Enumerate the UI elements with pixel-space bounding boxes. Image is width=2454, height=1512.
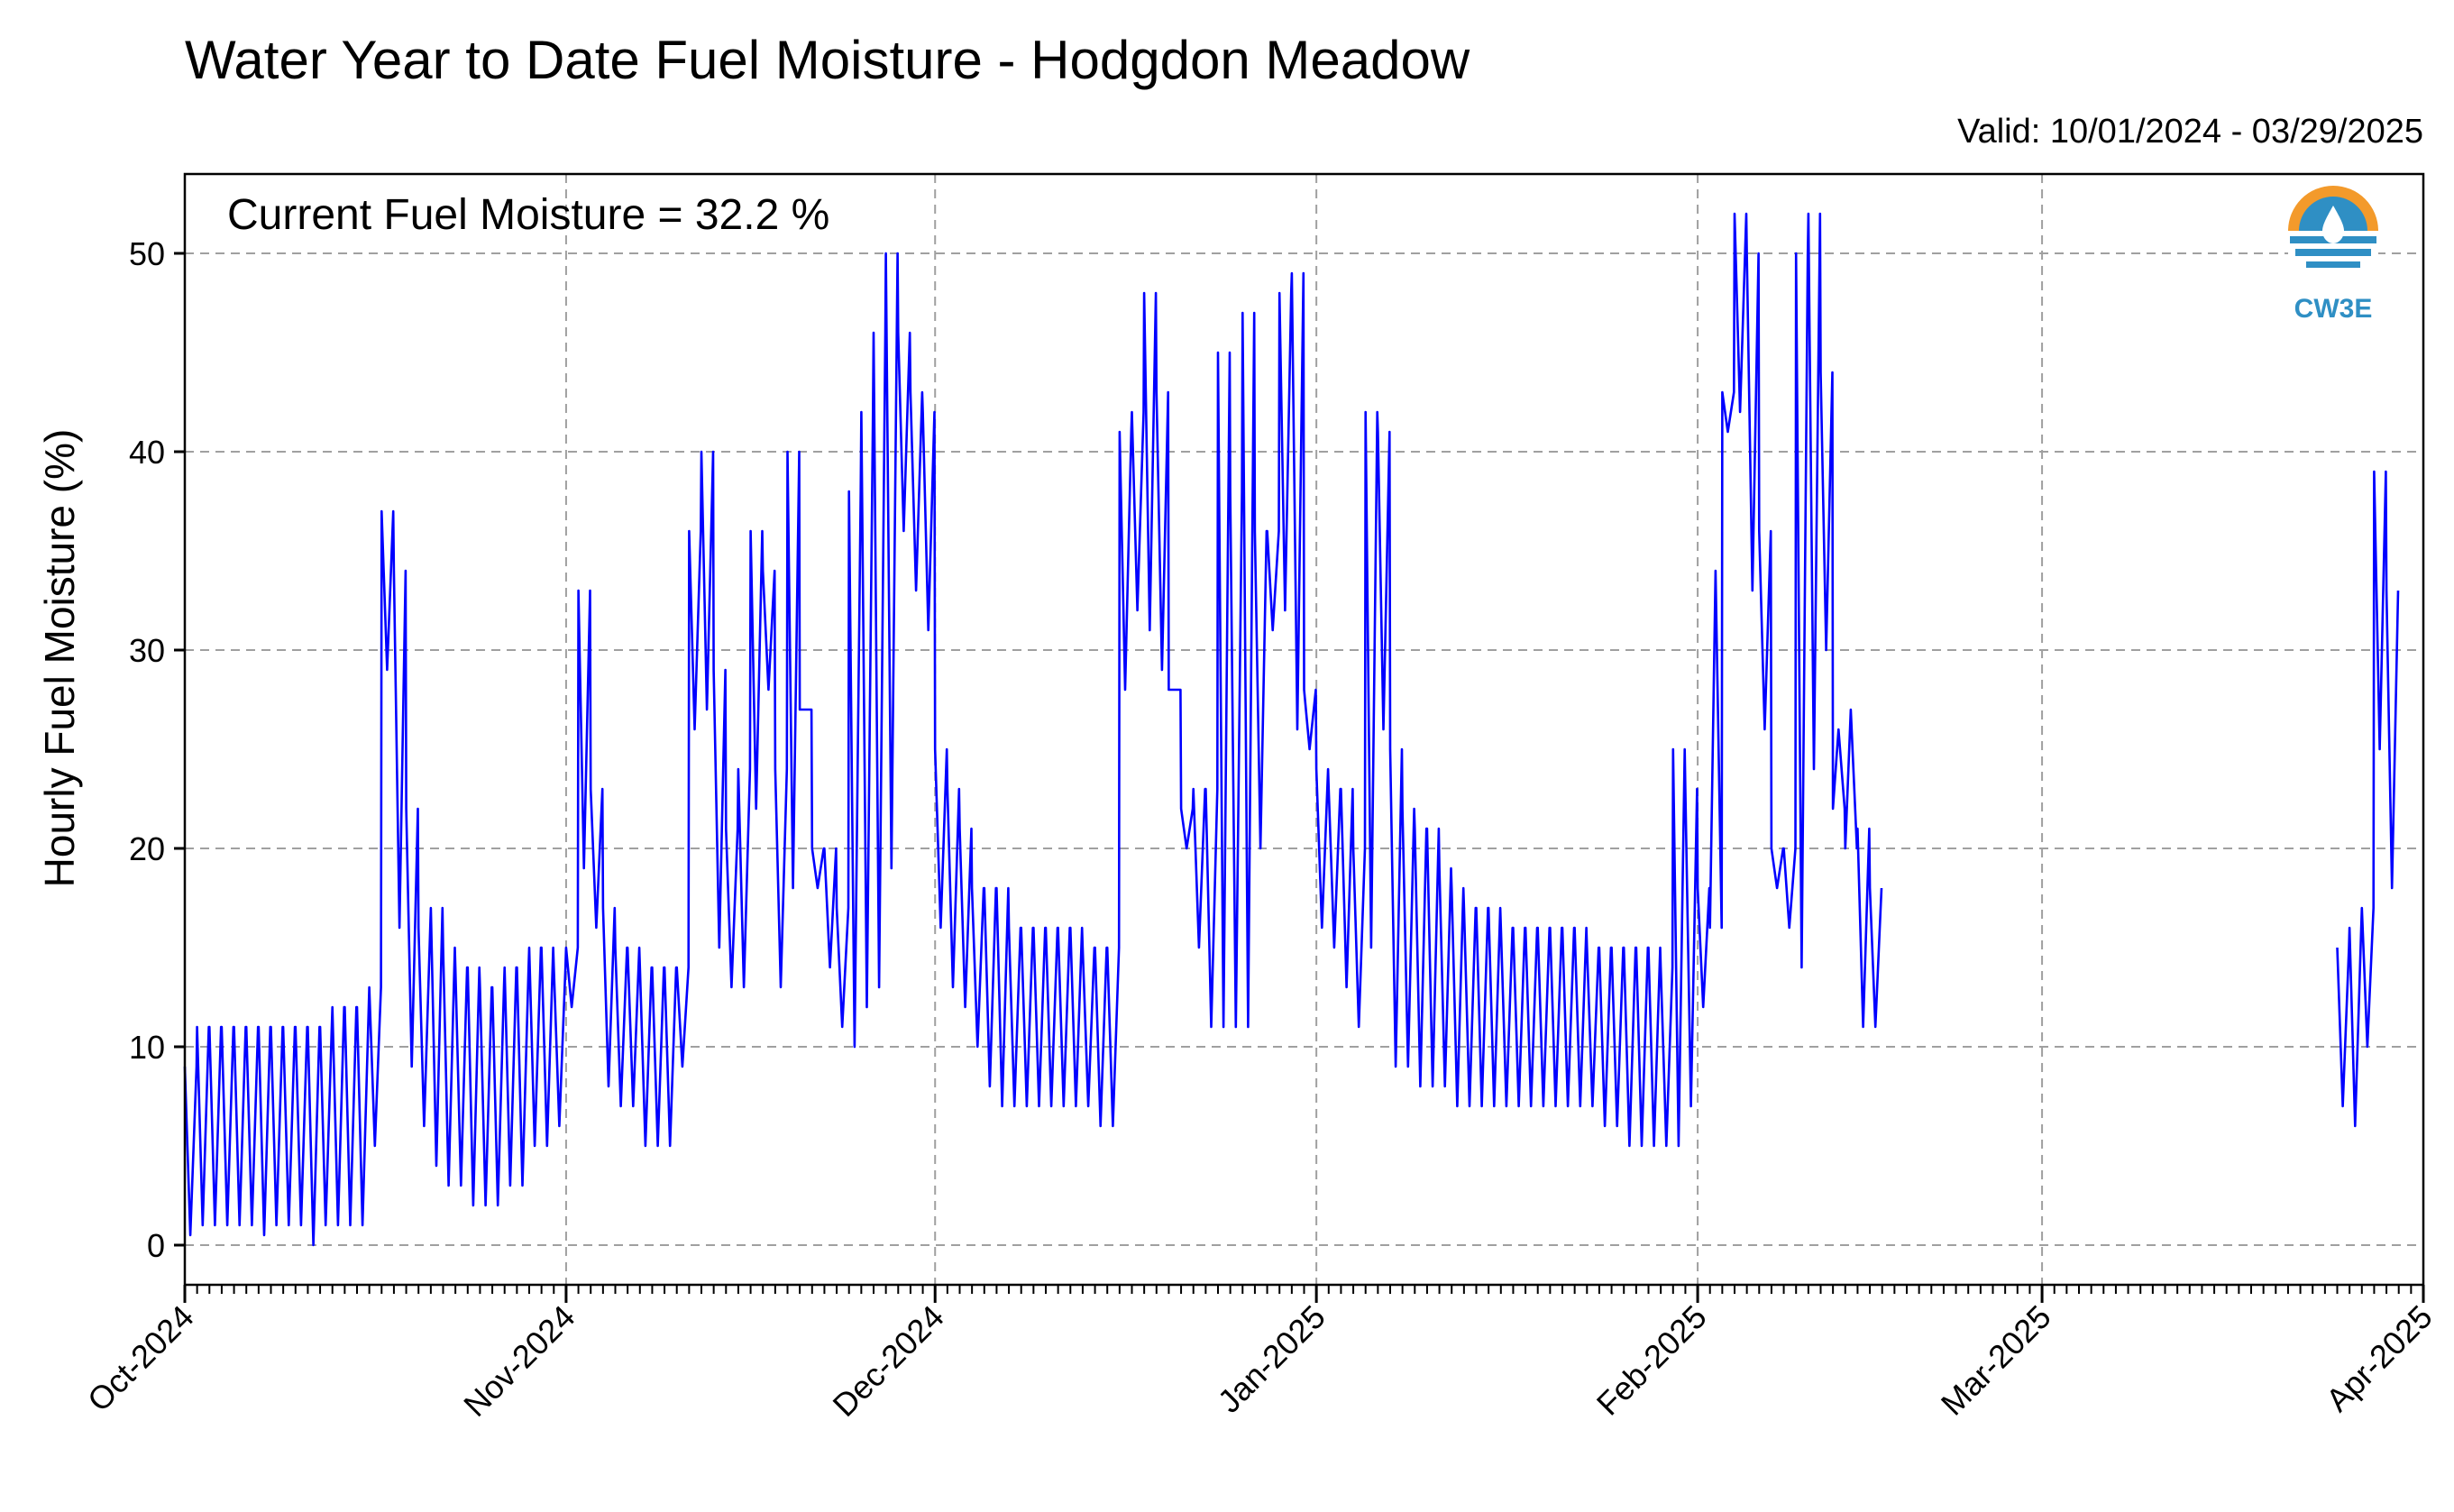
y-tick-label: 30 [129, 632, 165, 669]
valid-date-range: Valid: 10/01/2024 - 03/29/2025 [1957, 113, 2423, 151]
water-drop-icon [2322, 206, 2344, 243]
y-tick-label: 0 [147, 1227, 165, 1264]
y-tick-label: 20 [129, 830, 165, 867]
logo-wave-2 [2295, 249, 2371, 256]
logo-wave-3 [2306, 261, 2360, 268]
logo-label: CW3E [2294, 294, 2373, 324]
y-axis-ticks: 0 10 20 30 40 50 [129, 235, 185, 1264]
chart-title: Water Year to Date Fuel Moisture - Hodgd… [185, 30, 1470, 90]
current-fuel-moisture-annotation: Current Fuel Moisture = 32.2 % [227, 191, 829, 239]
y-tick-label: 50 [129, 235, 165, 272]
cw3e-logo: CW3E [2288, 186, 2378, 324]
y-tick-label: 40 [129, 434, 165, 471]
fuel-moisture-line-segment [183, 212, 1883, 1247]
y-tick-label: 10 [129, 1029, 165, 1066]
y-axis-label: Hourly Fuel Moisture (%) [36, 429, 83, 888]
series-line [183, 212, 2400, 1247]
fuel-moisture-line-segment [2336, 470, 2400, 1128]
